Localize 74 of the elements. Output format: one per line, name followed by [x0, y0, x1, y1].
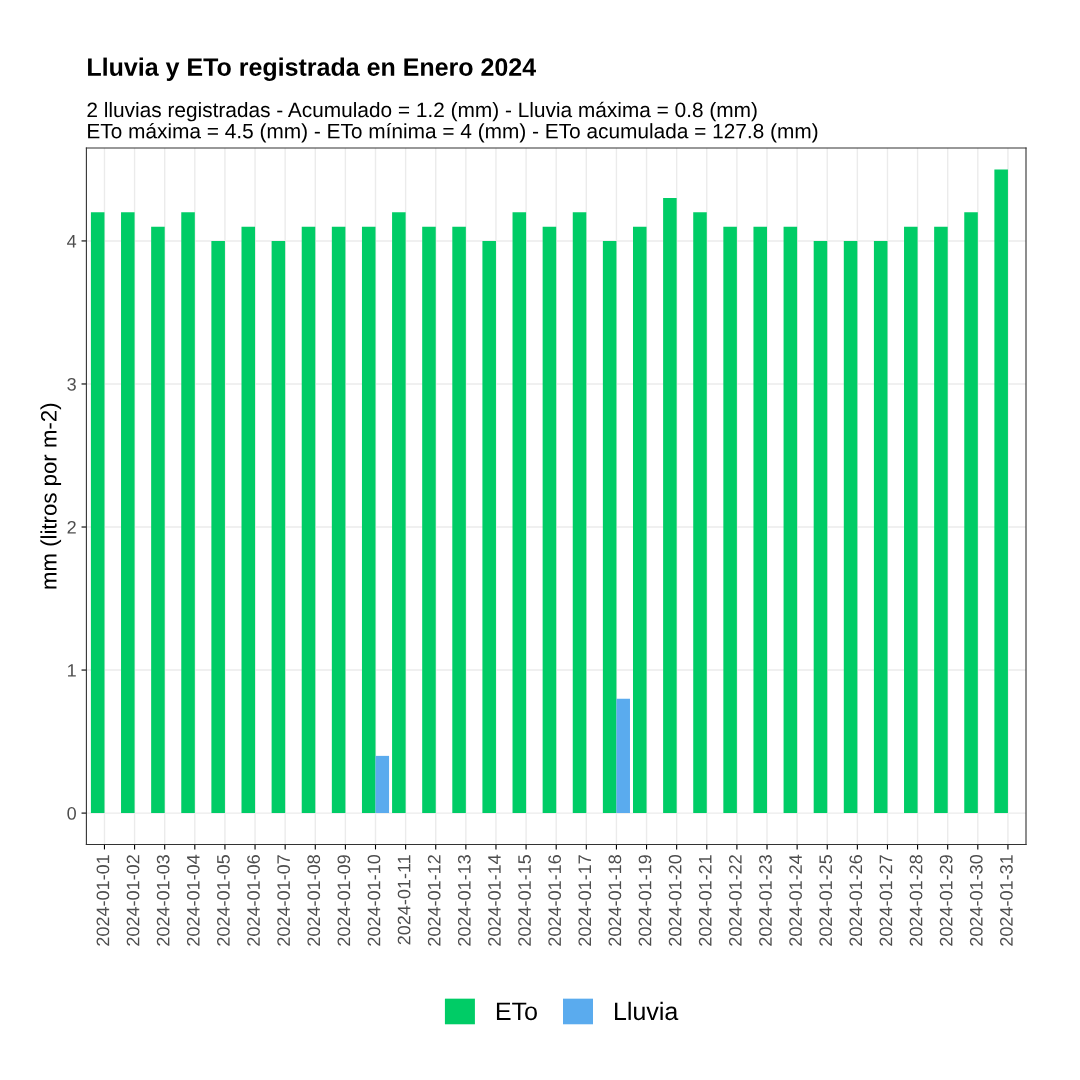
bar [572, 212, 587, 814]
bar [602, 240, 617, 814]
bar [663, 198, 677, 814]
y-tick-label: 0 [67, 807, 76, 820]
x-tick-label: 2024-01-09 [337, 855, 351, 946]
chart-title: Lluvia y ETo registrada en Enero 2024 [88, 57, 536, 81]
bar [693, 212, 707, 814]
x-tick-label: 2024-01-03 [156, 855, 170, 946]
bar [964, 212, 978, 814]
bar [512, 212, 527, 814]
x-tick-label: 2024-01-27 [879, 855, 893, 946]
bar [723, 226, 737, 814]
bar [271, 240, 286, 814]
bar [934, 226, 948, 814]
bar [422, 226, 436, 814]
x-tick-label: 2024-01-22 [728, 855, 742, 946]
x-tick-label: 2024-01-01 [96, 855, 110, 946]
chart-subtitle: 2 lluvias registradas - Acumulado = 1.2 (mm) - Lluvia máxima = 0.8 (mm) ETo máxima = 4.5 (mm) - ETo mínima = 4 (mm) - ETo acumulada = 127.8 (mm) [87, 101, 818, 143]
x-tick-label: 2024-01-14 [488, 854, 501, 946]
bar [783, 226, 798, 814]
bar [181, 212, 195, 814]
x-tick-label: 2024-01-21 [698, 855, 712, 946]
y-tick-label: 3 [67, 377, 76, 391]
x-tick-label: 2024-01-04 [186, 854, 200, 946]
y-tick-label: 4 [67, 235, 77, 248]
bar [616, 698, 630, 814]
bar [542, 226, 557, 814]
bar [375, 755, 390, 814]
bar [994, 169, 1008, 814]
bar [361, 226, 376, 814]
bar [452, 226, 466, 814]
x-tick-label: 2024-01-10 [367, 854, 381, 946]
bar [753, 226, 768, 814]
x-tick-label: 2024-01-31 [999, 855, 1013, 946]
y-tick-label: 2 [67, 520, 76, 534]
legend-label: ETo [496, 1002, 537, 1021]
x-tick-label: 2024-01-17 [578, 855, 592, 946]
bar [482, 240, 496, 814]
x-tick-label: 2024-01-06 [247, 855, 260, 946]
bar [873, 240, 888, 814]
x-tick-label: 2024-01-16 [548, 855, 562, 946]
x-tick-label: 2024-01-05 [216, 855, 230, 946]
x-tick-label: 2024-01-23 [759, 855, 772, 946]
bar [904, 226, 918, 814]
bar [121, 212, 135, 814]
x-tick-label: 2024-01-12 [427, 855, 441, 946]
x-tick-label: 2024-01-19 [638, 855, 652, 946]
x-tick-label: 2024-01-29 [939, 855, 953, 946]
bar [813, 240, 828, 814]
bar [241, 226, 256, 814]
bar [843, 240, 858, 814]
bar [331, 226, 346, 814]
x-tick-label: 2024-01-11 [397, 855, 411, 945]
x-tick-label: 2024-01-07 [277, 855, 291, 946]
bar [301, 226, 316, 814]
x-tick-label: 2024-01-25 [819, 855, 833, 946]
bar [90, 212, 105, 814]
x-tick-label: 2024-01-24 [789, 854, 802, 946]
bar [392, 212, 406, 814]
x-tick-label: 2024-01-28 [909, 855, 923, 946]
legend-label: Lluvia [615, 1001, 679, 1021]
y-axis-title: mm (litros por m-2) [40, 403, 62, 589]
bar [151, 226, 165, 814]
bar [632, 226, 647, 814]
x-tick-label: 2024-01-30 [969, 854, 983, 946]
x-tick-label: 2024-01-20 [668, 854, 682, 946]
x-tick-label: 2024-01-15 [518, 855, 531, 946]
x-tick-label: 2024-01-02 [126, 855, 140, 946]
x-tick-label: 2024-01-18 [608, 855, 622, 946]
y-tick-label: 1 [68, 664, 76, 677]
x-tick-label: 2024-01-13 [457, 855, 471, 946]
x-tick-label: 2024-01-26 [849, 855, 863, 946]
bar [211, 240, 225, 814]
x-tick-label: 2024-01-08 [307, 855, 321, 946]
